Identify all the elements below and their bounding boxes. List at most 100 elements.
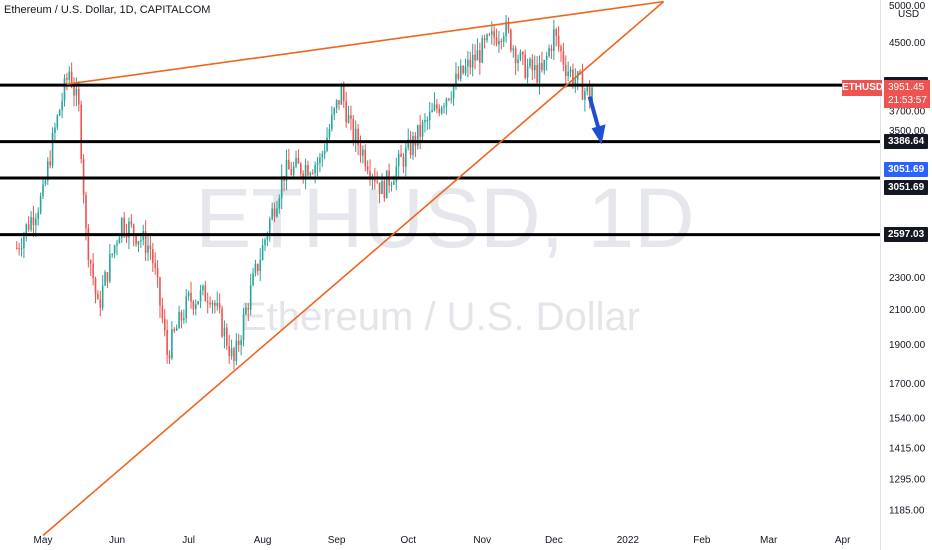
trendlines-layer <box>42 0 665 537</box>
price-tick-label: 3700.00 <box>889 107 926 118</box>
candle-body <box>30 217 32 230</box>
candle-body <box>228 345 230 357</box>
candle-body <box>469 59 472 68</box>
candle-body <box>378 182 381 195</box>
candle-body <box>541 63 543 71</box>
last-price: 3951.45 <box>888 82 925 93</box>
candle-body <box>240 339 242 346</box>
candle-body <box>235 340 238 361</box>
candle-body <box>268 219 271 235</box>
trendline <box>42 1 665 537</box>
candle-body <box>257 263 259 271</box>
candle-body <box>18 248 20 250</box>
candle-body <box>560 46 562 52</box>
candle-body <box>333 108 336 115</box>
candle-body <box>206 301 209 303</box>
candle-body <box>94 278 97 294</box>
candle-body <box>564 64 567 77</box>
candle-body <box>359 145 362 156</box>
candle-body <box>467 59 469 67</box>
candle-body <box>254 263 257 274</box>
month-label: Dec <box>545 535 563 546</box>
candle-body <box>522 51 524 55</box>
candle-body <box>316 163 319 166</box>
candle-body <box>178 312 180 329</box>
level-tag: 3051.69 <box>884 162 929 178</box>
candle-body <box>474 54 476 61</box>
symbol-tag: ETHUSD <box>842 80 883 96</box>
candle-body <box>266 234 269 240</box>
candle-body <box>163 318 166 331</box>
candle-body <box>252 273 254 286</box>
candle-body <box>335 100 338 109</box>
candle-body <box>58 110 61 116</box>
candle-body <box>75 88 78 96</box>
candle-body <box>448 98 450 100</box>
candle-body <box>433 104 436 111</box>
candle-body <box>362 149 364 156</box>
candle-body <box>39 196 42 213</box>
candle-body <box>390 184 393 186</box>
trendline <box>66 0 664 85</box>
candle-body <box>338 100 340 105</box>
candle-body <box>440 107 443 114</box>
watermark-name: Ethereum / U.S. Dollar <box>240 295 640 339</box>
candle-body <box>490 31 493 35</box>
candle-body <box>579 71 581 74</box>
price-tick-label: 1700.00 <box>889 379 926 390</box>
candle-body <box>342 86 345 102</box>
candle-body <box>23 235 25 249</box>
candle-body <box>543 59 546 71</box>
candle-body <box>156 267 159 278</box>
candle-body <box>123 217 125 233</box>
month-label: Jun <box>109 535 125 546</box>
candle-body <box>507 21 510 30</box>
candle-body <box>35 218 37 226</box>
candle-body <box>242 314 245 340</box>
candle-body <box>502 36 505 42</box>
candle-body <box>46 161 49 181</box>
candle-body <box>331 114 333 130</box>
candle-body <box>132 224 135 236</box>
candle-body <box>459 65 462 79</box>
candle-body <box>264 239 266 246</box>
candle-body <box>276 208 278 217</box>
month-label: 2022 <box>617 535 640 546</box>
month-label: Oct <box>400 535 416 546</box>
candle-body <box>109 254 111 282</box>
candle-body <box>424 120 426 123</box>
candle-body <box>309 173 312 176</box>
candle-body <box>245 307 247 315</box>
candle-body <box>385 170 388 199</box>
candle-body <box>307 165 309 176</box>
candle-body <box>226 327 228 346</box>
candle-body <box>452 84 455 99</box>
candle-body <box>510 29 512 51</box>
candle-body <box>290 169 293 175</box>
candle-body <box>292 166 295 175</box>
price-tick-label: 2100.00 <box>889 305 926 316</box>
candle-body <box>99 299 102 308</box>
candle-body <box>514 48 517 64</box>
candle-body <box>295 157 297 167</box>
candle-body <box>185 296 188 319</box>
candle-body <box>161 305 164 319</box>
candle-body <box>190 292 192 302</box>
candle-body <box>89 260 92 264</box>
candle-body <box>259 259 262 271</box>
candle-body <box>288 159 290 170</box>
level-tag: 3051.69 <box>884 180 929 196</box>
candle-body <box>529 59 531 67</box>
candle-body <box>168 354 171 359</box>
price-tick-label: 4500.00 <box>889 38 926 49</box>
candle-body <box>438 108 441 114</box>
candle-body <box>278 198 281 209</box>
candle-body <box>393 181 395 185</box>
candle-body <box>216 302 219 306</box>
candle-body <box>199 290 202 302</box>
candle-body <box>135 235 137 245</box>
candle-body <box>152 248 154 264</box>
candle-body <box>128 221 130 238</box>
candle-body <box>500 40 503 42</box>
